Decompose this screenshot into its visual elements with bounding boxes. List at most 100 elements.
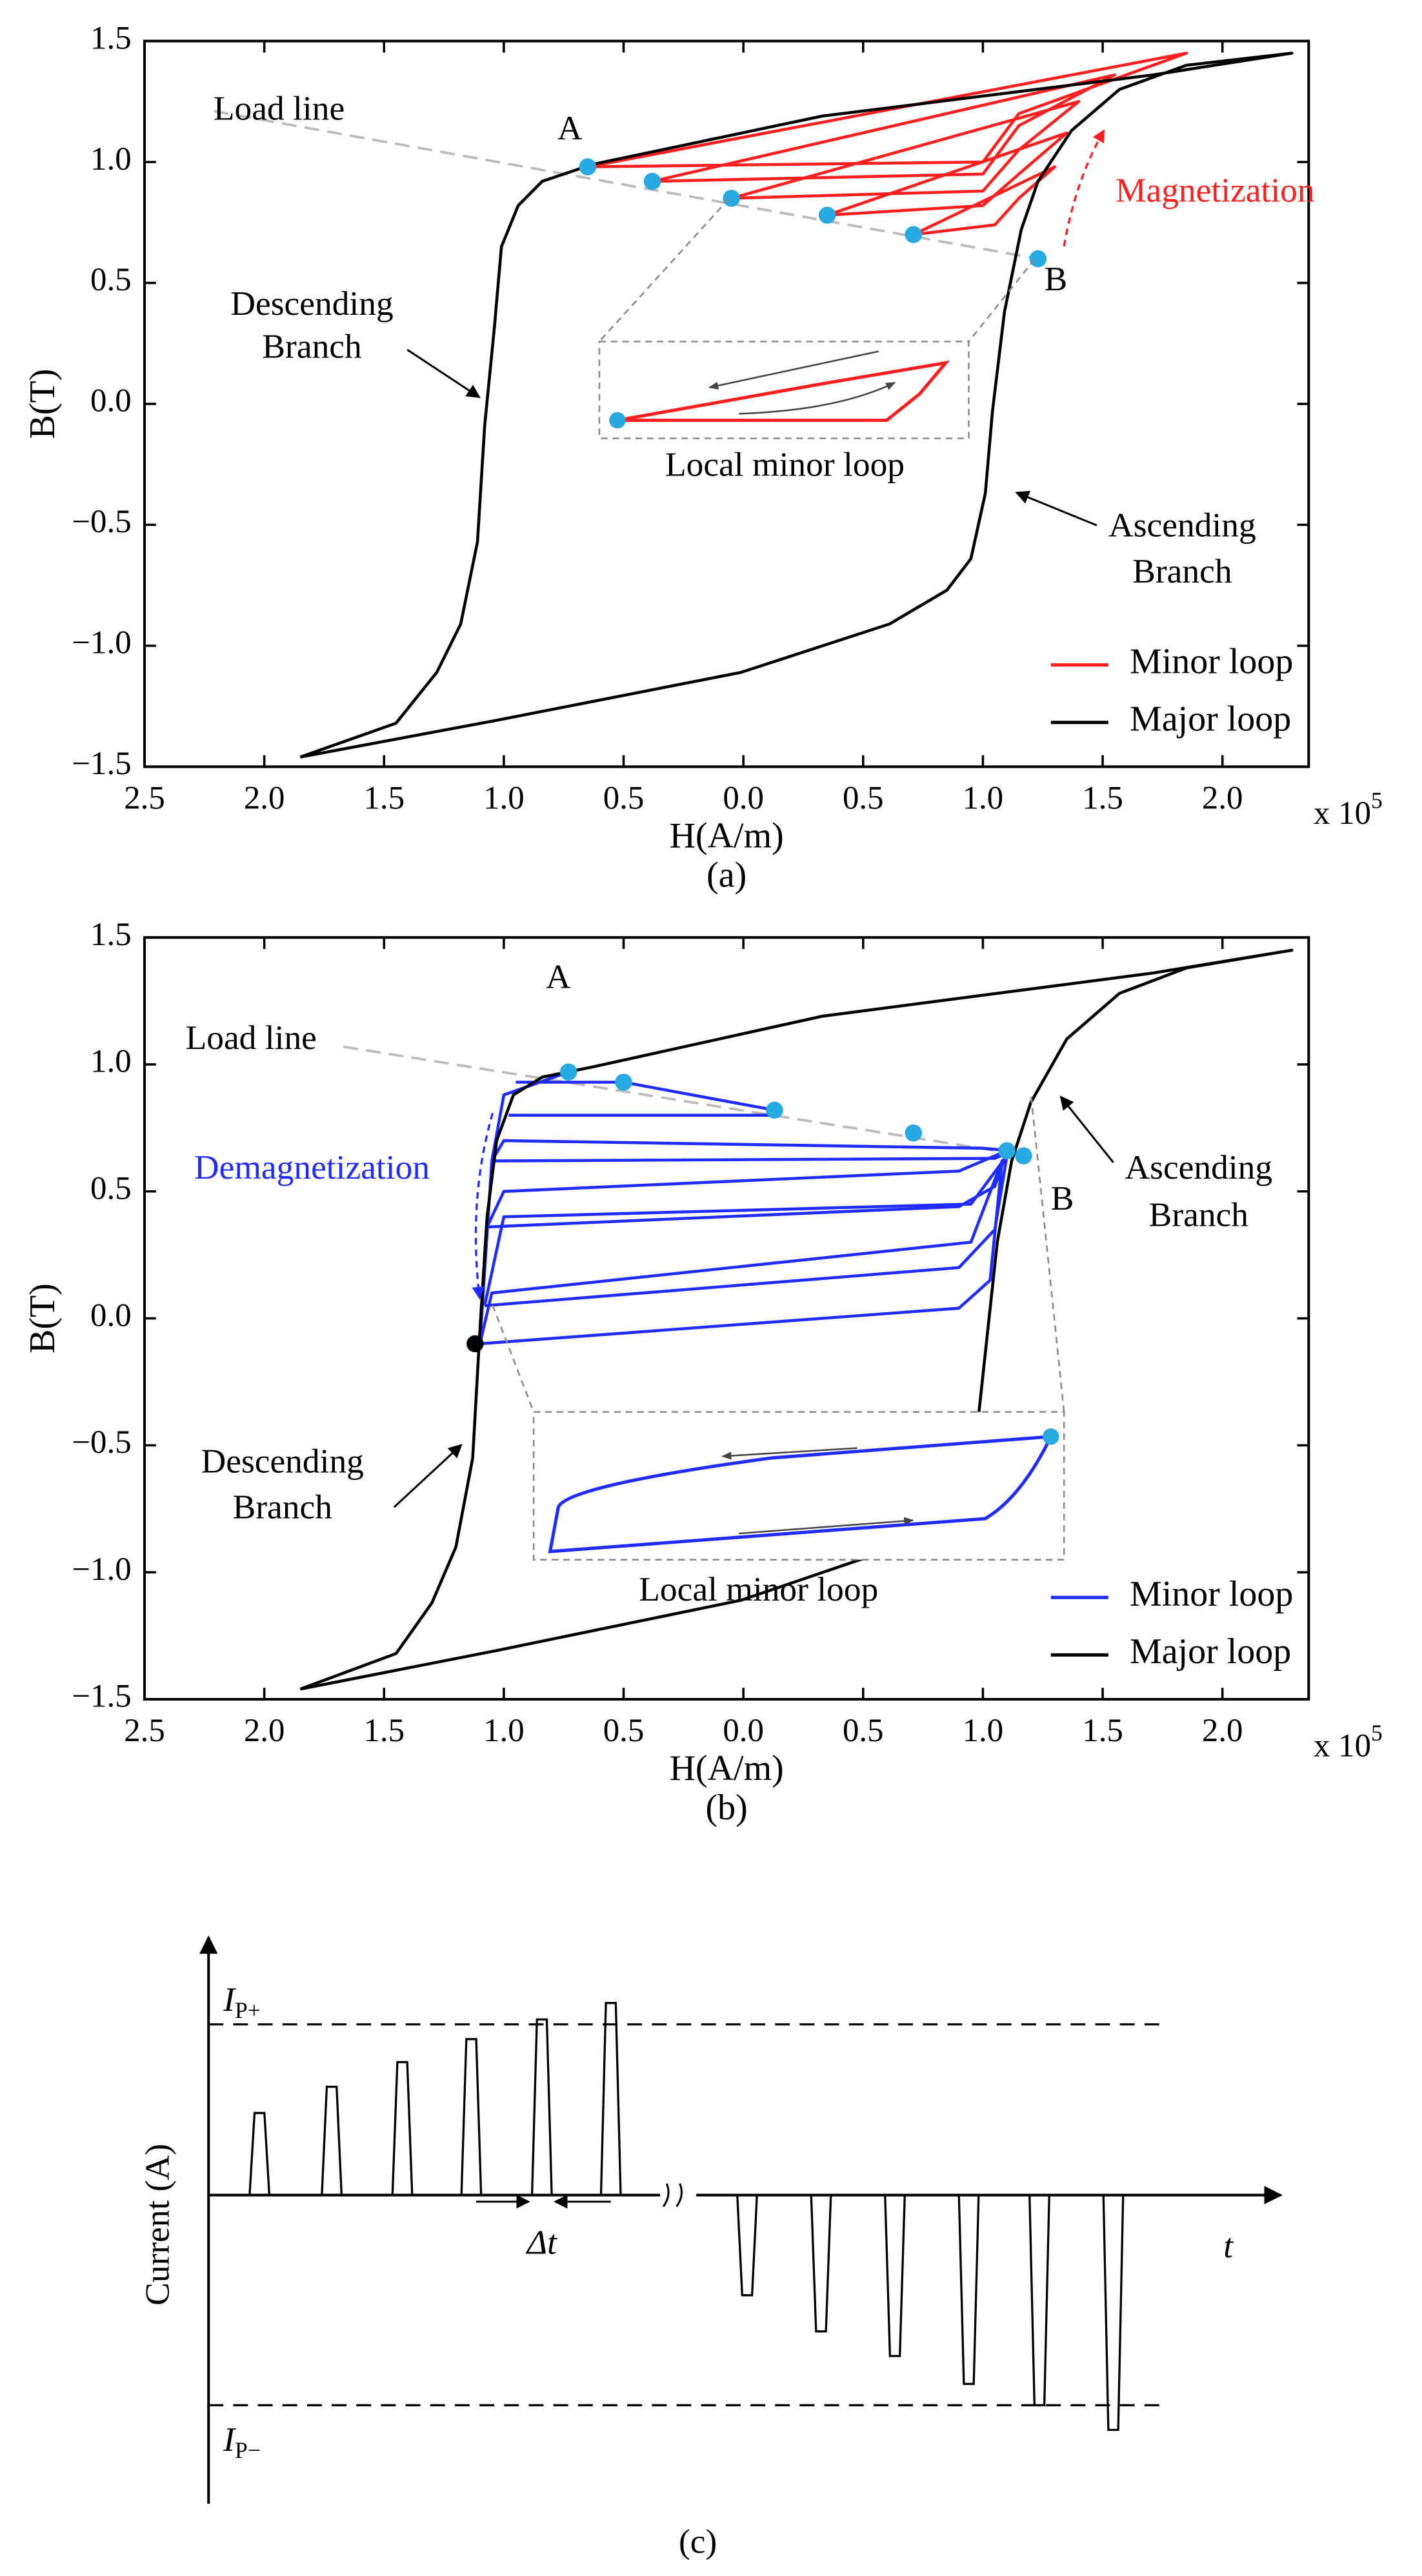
x-tick-label: 2.0: [244, 781, 285, 817]
axis-multiplier: x 105: [1314, 788, 1383, 832]
inset-arrow: [721, 1447, 857, 1460]
y-tick-label: −1.0: [72, 1552, 131, 1588]
inset-loop: [617, 360, 950, 423]
branch-label: Ascending: [1108, 506, 1256, 544]
y-tick-label: −0.5: [72, 1424, 131, 1461]
inset-arrow: [739, 381, 896, 415]
direction-label: Demagnetization: [194, 1148, 430, 1186]
y-tick-label: 1.0: [90, 141, 132, 177]
line-series: [343, 1045, 1012, 1155]
panel-b-annotations: Load line A B Demagnetization Ascending …: [186, 957, 1272, 1608]
inset-point: [1043, 1428, 1059, 1445]
axis-multiplier-base: x 10: [1314, 795, 1371, 832]
inset-arrow: [739, 1517, 914, 1535]
positive-pulses: [248, 2002, 622, 2195]
axis-multiplier-exp: 5: [1371, 788, 1383, 814]
inset-point: [609, 412, 626, 429]
data-point: [466, 1335, 484, 1353]
inset-label: Local minor loop: [665, 445, 905, 484]
x-tick-label: 1.0: [483, 1713, 525, 1749]
load-line-label: Load line: [214, 88, 345, 127]
limit-label: IP+: [223, 1980, 261, 2023]
axis-multiplier: x 105: [1314, 1720, 1383, 1764]
pointer-arrow: [393, 1444, 463, 1508]
x-tick-label: 0.5: [843, 1713, 884, 1749]
line-series: [587, 52, 1188, 236]
legend-label: Minor loop: [1130, 642, 1293, 682]
branch-label: Branch: [262, 326, 362, 365]
chart: 2.5 2.0 1.5 1.0 0.5 0.0 0.5 1.0 1.5 2.0 −1.5 −1.0 −0…: [23, 917, 1383, 1828]
pointer-arrow: [406, 348, 481, 399]
inset-label: Local minor loop: [639, 1570, 878, 1608]
y-tick-label: −1.5: [72, 746, 131, 782]
load-line-label: Load line: [186, 1018, 317, 1057]
chart: 2.5 2.0 1.5 1.0 0.5 0.0 0.5 1.0 1.5 2.0 −1.5 −1.0 −0…: [23, 20, 1383, 895]
data-point: [905, 226, 922, 243]
axis-break: [662, 2183, 683, 2208]
x-tick-label: 2.5: [124, 1713, 165, 1749]
panel-a-annotations: Load line A B Magnetization Descending B…: [214, 88, 1315, 590]
y-tick-label: 0.0: [90, 1297, 132, 1333]
y-axis-label: B(T): [23, 1283, 63, 1353]
zoom-line: [968, 259, 1036, 343]
x-tick-label: 1.0: [963, 781, 1004, 817]
limit-label-sub: P−: [235, 2437, 261, 2463]
y-tick-label: 0.5: [90, 1170, 132, 1206]
direction-label: Magnetization: [1116, 171, 1315, 210]
data-point: [998, 1142, 1016, 1160]
y-tick-label: 1.5: [90, 917, 132, 953]
line-series: [299, 52, 1294, 759]
inset-box: [532, 1411, 1065, 1561]
y-tick-label: −1.5: [72, 1679, 131, 1715]
branch-label: Descending: [201, 1441, 364, 1480]
data-point: [579, 158, 597, 175]
y-tick-label: −1.0: [72, 625, 131, 661]
legend-label: Major loop: [1130, 1632, 1291, 1672]
x-tick-label: 2.5: [124, 781, 165, 817]
legend-label: Major loop: [1130, 699, 1291, 739]
x-tick-label: 1.0: [963, 1713, 1004, 1749]
data-point: [559, 1063, 577, 1081]
zoom-line: [1030, 1096, 1065, 1412]
pointer-arrow: [1015, 490, 1097, 526]
branch-label: Ascending: [1125, 1148, 1273, 1186]
data-point: [1029, 250, 1047, 268]
inset-loop: [548, 1434, 1054, 1553]
x-tick-label: 2.0: [1202, 1713, 1243, 1749]
data-point: [818, 206, 836, 224]
x-tick-label: 1.0: [483, 781, 525, 817]
negative-pulses: [736, 2195, 1125, 2431]
y-tick-label: 1.5: [90, 20, 132, 56]
x-tick-label: 1.5: [363, 1713, 405, 1749]
y-axis-label: B(T): [23, 369, 63, 439]
inset-arrow: [708, 350, 879, 390]
limit-label: IP−: [223, 2420, 261, 2463]
data-point: [643, 172, 661, 190]
y-axis-label: Current (A): [138, 2144, 177, 2306]
x-axis-label: t: [1223, 2226, 1234, 2265]
y-tick-label: −0.5: [72, 504, 131, 540]
line-series: [214, 110, 1039, 260]
x-tick-label: 0.0: [723, 1713, 764, 1749]
x-tick-label: 2.0: [1202, 781, 1243, 817]
x-axis-label: H(A/m): [670, 1748, 784, 1788]
x-tick-label: 0.5: [603, 1713, 645, 1749]
limit-label-main: I: [223, 2420, 236, 2459]
x-tick-label: 1.5: [1082, 781, 1123, 817]
x-tick-label: 0.0: [723, 781, 764, 817]
interval-label: Δt: [526, 2223, 557, 2262]
zoom-line: [599, 198, 730, 343]
point-label: B: [1045, 259, 1068, 298]
point-label: A: [546, 957, 571, 996]
limit-label-sub: P+: [235, 1997, 261, 2023]
panel-c: Δt t Current (A) IP+ IP− (c): [138, 1935, 1283, 2561]
y-tick-label: 1.0: [90, 1044, 132, 1080]
legend-label: Minor loop: [1130, 1574, 1293, 1614]
data-point: [723, 190, 740, 207]
x-tick-label: 2.0: [244, 1713, 285, 1749]
x-tick-label: 1.5: [363, 781, 405, 817]
axis-multiplier-exp: 5: [1371, 1720, 1383, 1746]
data-point: [905, 1124, 922, 1142]
x-axis-label: H(A/m): [670, 815, 784, 855]
